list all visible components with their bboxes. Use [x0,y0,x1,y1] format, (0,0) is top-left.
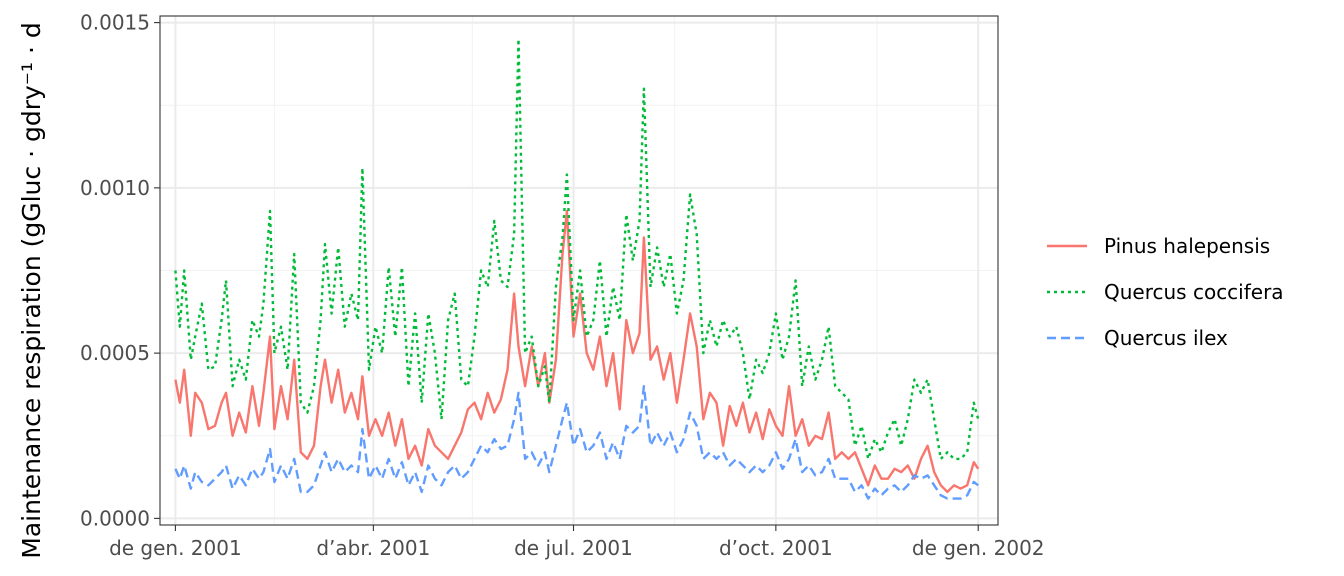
legend-label: Quercus coccifera [1104,280,1284,304]
x-tick-label: d’oct. 2001 [719,536,833,560]
legend-label: Quercus ilex [1104,326,1228,350]
x-tick-label: de jul. 2001 [514,536,633,560]
y-tick-label: 0.0010 [80,176,150,200]
y-tick-label: 0.0005 [80,341,150,365]
legend-label: Pinus halepensis [1104,234,1270,258]
y-tick-label: 0.0015 [80,11,150,35]
axes: 0.0000 0.0005 0.0010 0.0015 de gen. 2001 d’ab… [80,11,1045,560]
y-tick-label: 0.0000 [80,506,150,530]
y-axis-title: Maintenance respiration (gGluc · gdry⁻¹ … [17,22,46,558]
series-line [174,37,980,461]
x-tick-label: de gen. 2002 [912,536,1045,560]
legend: Pinus halepensis Quercus coccifera Quercus… [1047,234,1284,350]
series-line [174,385,979,500]
panel-border [159,15,999,526]
x-tick-label: d’abr. 2001 [316,536,430,560]
x-tick-label: de gen. 2001 [109,536,242,560]
series-line [174,209,980,494]
series-lines [174,37,980,500]
